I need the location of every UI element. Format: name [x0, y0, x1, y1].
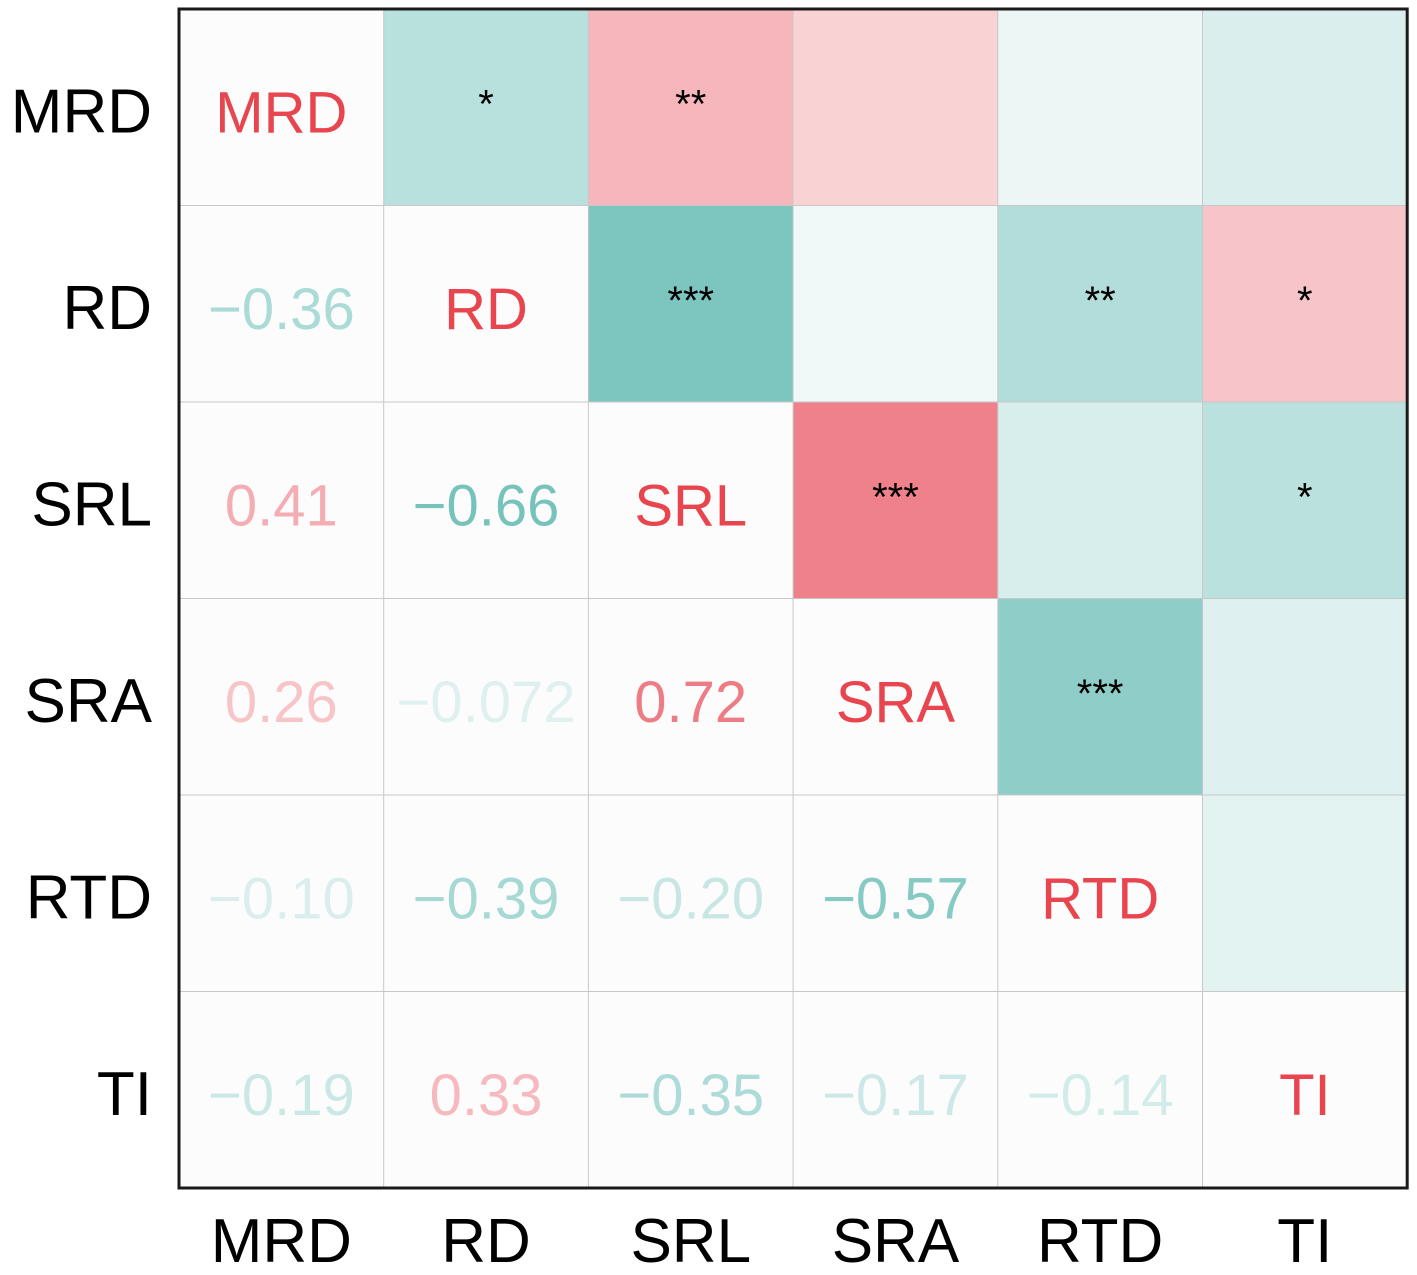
row-label: RD — [62, 274, 152, 343]
heatmap-cell — [793, 205, 998, 402]
column-label: SRA — [832, 1207, 960, 1275]
heatmap-cell — [383, 598, 589, 795]
correlation-value: −0.35 — [617, 1063, 764, 1128]
column-label: RTD — [1037, 1207, 1163, 1275]
column-label: SRL — [630, 1207, 751, 1275]
heatmap-cell — [179, 205, 384, 402]
heatmap-cell — [383, 795, 589, 992]
row-labels: MRD RD SRL SRA RTD TI — [11, 77, 153, 1129]
heatmap-cell — [179, 402, 384, 599]
row-label: TI — [97, 1060, 152, 1129]
heatmap-cell — [793, 9, 998, 206]
significance-marker: * — [478, 82, 494, 126]
heatmap-cell — [383, 402, 589, 599]
heatmap-cell — [997, 598, 1203, 795]
heatmap-cell — [383, 205, 589, 402]
correlation-value: −0.20 — [617, 866, 764, 931]
heatmap-cell — [1202, 205, 1408, 402]
row-label: MRD — [11, 77, 152, 146]
heatmap-cell — [179, 598, 384, 795]
significance-marker: *** — [667, 279, 714, 323]
heatmap-cell — [793, 795, 998, 992]
significance-marker: * — [1297, 475, 1313, 519]
diagonal-label: SRA — [836, 670, 956, 735]
diagonal-label: TI — [1279, 1063, 1331, 1128]
heatmap-cell — [179, 795, 384, 992]
heatmap-cell — [588, 795, 794, 992]
correlation-value: −0.19 — [208, 1063, 355, 1128]
correlation-value: 0.41 — [225, 473, 338, 538]
row-label: SRL — [31, 470, 152, 539]
column-label: RD — [441, 1207, 531, 1275]
heatmap-cell — [793, 991, 998, 1188]
heatmap-cell — [997, 991, 1203, 1188]
heatmap-cell — [588, 205, 794, 402]
heatmap-cell — [588, 991, 794, 1188]
plot-frame — [177, 7, 1409, 1190]
correlation-value: −0.072 — [397, 670, 576, 735]
correlation-value: −0.17 — [822, 1063, 969, 1128]
diagonal-label: MRD — [215, 80, 347, 145]
heatmap-cell — [179, 991, 384, 1188]
heatmap-cell — [1202, 9, 1408, 206]
correlation-value: −0.10 — [208, 866, 355, 931]
row-label: RTD — [26, 863, 152, 932]
heatmap-cell — [997, 205, 1203, 402]
heatmap-cell — [1202, 991, 1408, 1188]
correlation-value: −0.39 — [413, 866, 560, 931]
diagonal-label: RD — [444, 277, 528, 342]
heatmap-cell — [793, 402, 998, 599]
heatmap-cell — [383, 9, 589, 206]
heatmap-cells — [179, 9, 1408, 1188]
heatmap-cell — [179, 9, 384, 206]
correlation-value: −0.57 — [822, 866, 969, 931]
column-label: TI — [1277, 1207, 1332, 1275]
heatmap-grid — [179, 9, 1408, 1188]
heatmap-texts: MRD * **−0.36 RD *** ** *0.41 −0.66 SRL *** *0.26−… — [208, 80, 1331, 1128]
heatmap-cell — [588, 402, 794, 599]
heatmap-cell — [1202, 598, 1408, 795]
heatmap-cell — [997, 9, 1203, 206]
correlation-value: −0.14 — [1027, 1063, 1174, 1128]
significance-marker: ** — [1085, 279, 1116, 323]
heatmap-cell — [793, 598, 998, 795]
significance-marker: *** — [1077, 672, 1124, 716]
heatmap-cell — [1202, 795, 1408, 992]
significance-marker: * — [1297, 279, 1313, 323]
significance-marker: ** — [675, 82, 706, 126]
heatmap-cell — [997, 795, 1203, 992]
heatmap-cell — [997, 402, 1203, 599]
heatmap-cell — [1202, 402, 1408, 599]
row-label: SRA — [25, 667, 153, 736]
correlation-value: 0.26 — [225, 670, 338, 735]
correlation-value: 0.33 — [430, 1063, 543, 1128]
column-labels: MRD RD SRL SRA RTD TI — [211, 1207, 1333, 1275]
significance-marker: *** — [872, 475, 919, 519]
correlation-value: 0.72 — [634, 670, 747, 735]
diagonal-label: SRL — [634, 473, 747, 538]
correlation-value: −0.36 — [208, 277, 355, 342]
heatmap-cell — [588, 598, 794, 795]
column-label: MRD — [211, 1207, 352, 1275]
heatmap-cell — [383, 991, 589, 1188]
correlation-value: −0.66 — [413, 473, 560, 538]
diagonal-label: RTD — [1041, 866, 1159, 931]
heatmap-cell — [588, 9, 794, 206]
